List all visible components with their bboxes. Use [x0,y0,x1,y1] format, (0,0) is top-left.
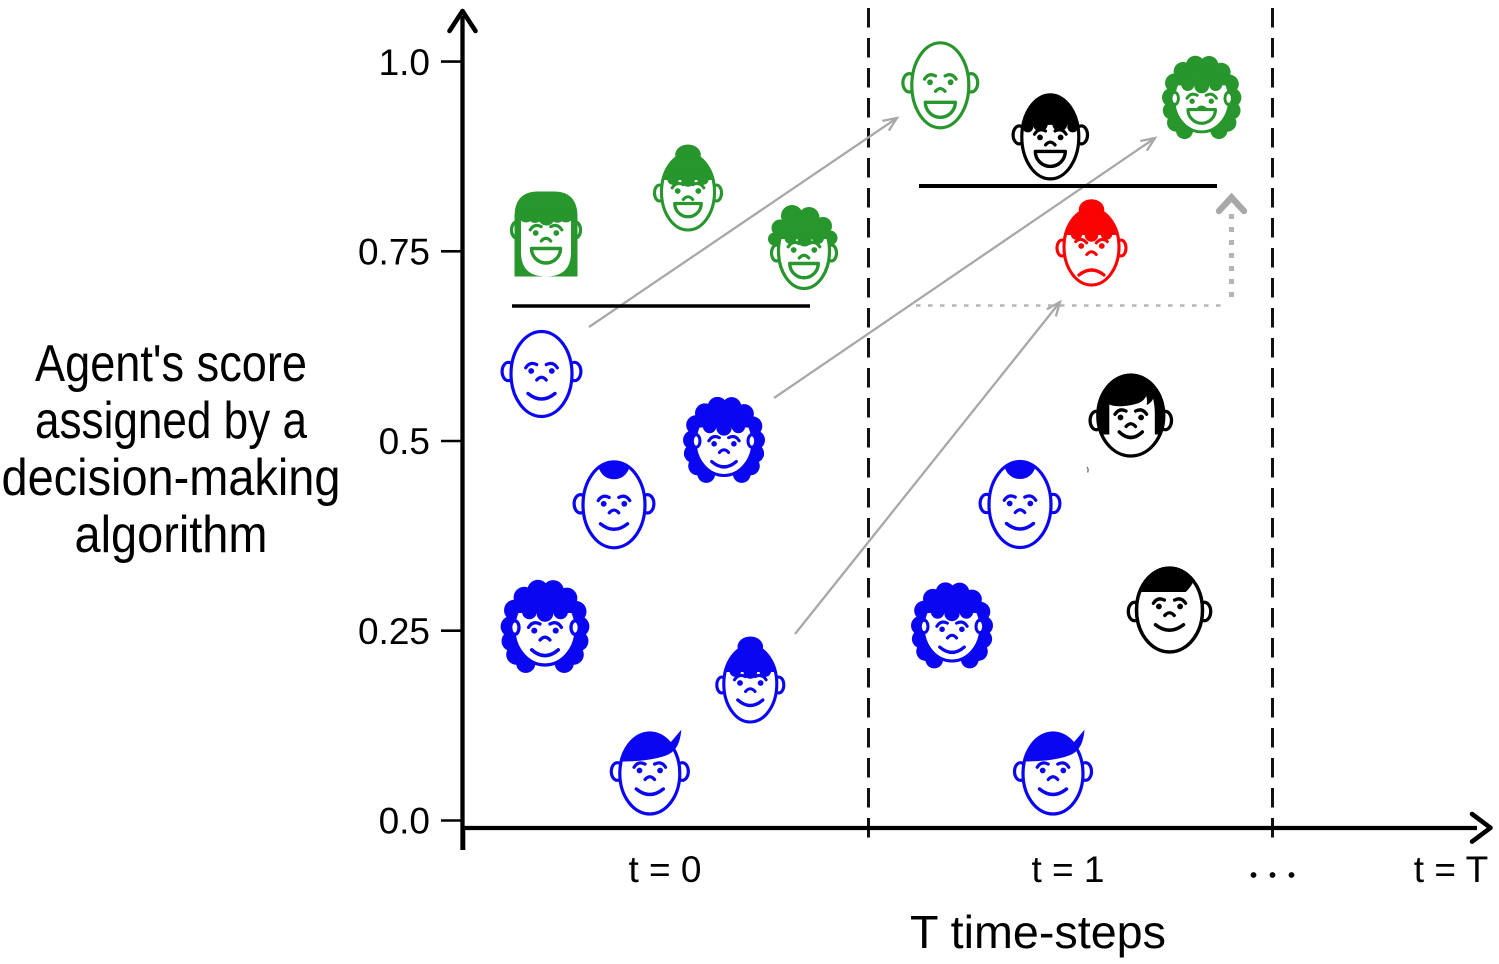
svg-text:0.75: 0.75 [358,232,430,273]
svg-text:T time-steps: T time-steps [910,906,1166,958]
svg-text:decision-making: decision-making [2,449,341,507]
svg-text:0.5: 0.5 [379,421,430,462]
svg-text:0.0: 0.0 [379,801,430,842]
svg-text:1.0: 1.0 [379,42,430,83]
svg-text:algorithm: algorithm [75,506,268,564]
svg-text:t = 1: t = 1 [1031,849,1104,890]
svg-text:t = 0: t = 0 [628,849,701,890]
svg-text:assigned by a: assigned by a [35,392,307,450]
svg-text:Agent's score: Agent's score [35,335,307,393]
svg-text:t = T: t = T [1414,849,1488,890]
svg-text:0.25: 0.25 [358,611,430,652]
